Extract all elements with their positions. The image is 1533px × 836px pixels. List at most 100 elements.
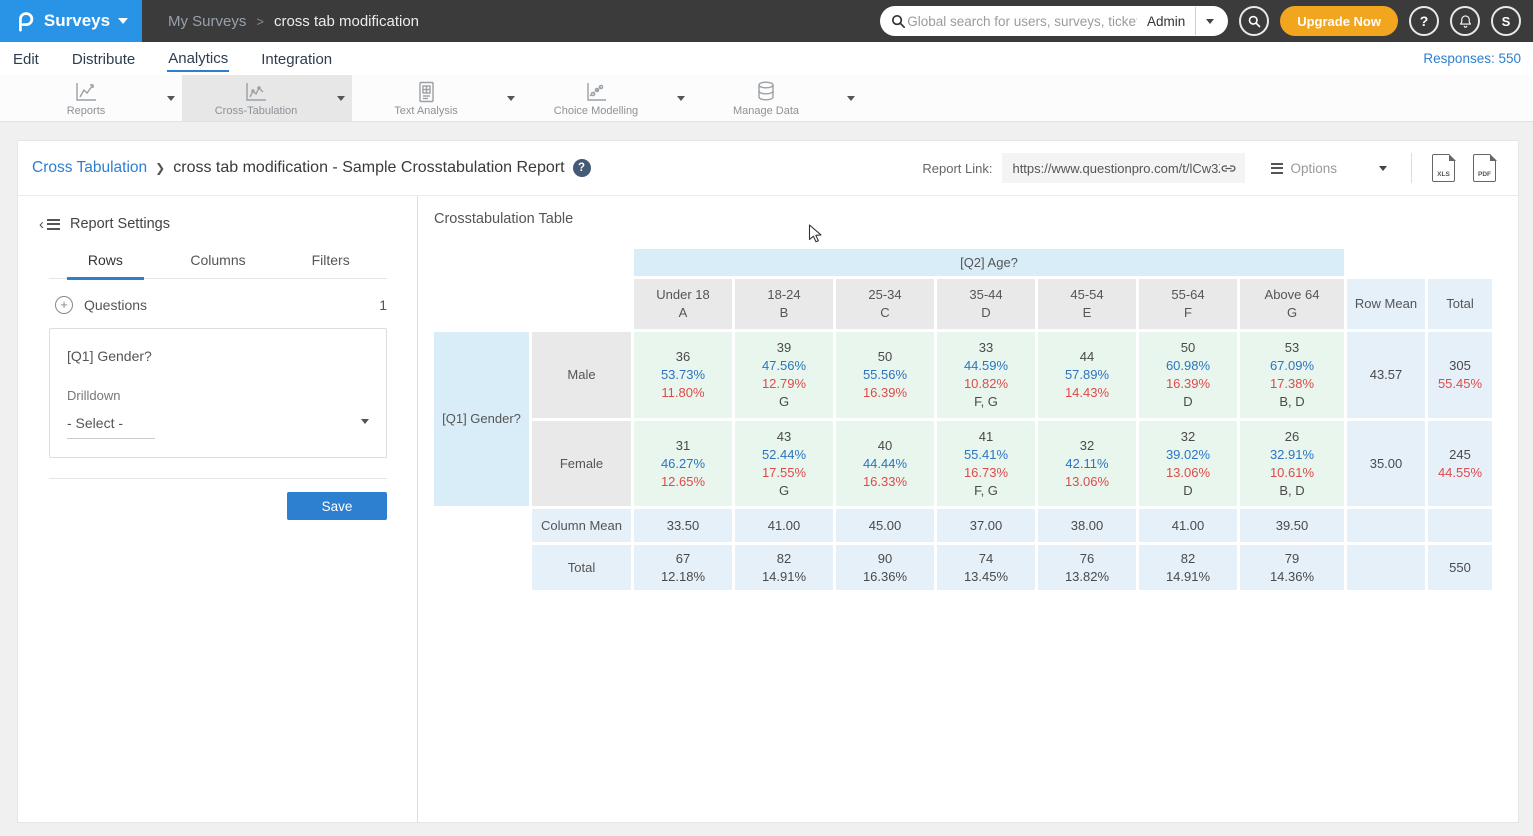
report-help-icon[interactable]: ?	[573, 159, 591, 177]
tab-columns[interactable]: Columns	[162, 252, 275, 278]
tab-manage-data[interactable]: Manage Data	[692, 75, 840, 121]
column-mean-row: Column Mean 33.50 41.00 45.00 37.00 38.0…	[434, 509, 1492, 542]
tab-choice-modelling-caret[interactable]	[670, 75, 692, 121]
tab-text-analysis[interactable]: Text Analysis	[352, 75, 500, 121]
row-total-cell: 24544.55%	[1428, 421, 1492, 506]
chevron-down-icon	[1379, 166, 1387, 171]
column-header: 25-34C	[836, 279, 934, 329]
cell-col-pct: 46.27%	[661, 455, 705, 473]
report-link-input[interactable]	[1012, 161, 1220, 176]
drilldown-select[interactable]: - Select -	[67, 415, 369, 439]
tab-reports-caret[interactable]	[160, 75, 182, 121]
document-icon	[413, 80, 439, 104]
column-mean-cell: 39.50	[1240, 509, 1344, 542]
help-button[interactable]: ?	[1409, 6, 1439, 36]
database-icon	[753, 80, 779, 104]
total-row-label: Total	[532, 545, 631, 590]
crosstab-area: Crosstabulation Table [Q2] Age? U	[418, 196, 1518, 822]
column-header-row: Under 18A 18-24B 25-34C 35-44D 45-54E 55…	[434, 279, 1492, 329]
tab-rows[interactable]: Rows	[49, 252, 162, 278]
column-label: 55-64	[1171, 286, 1204, 304]
column-label: Above 64	[1265, 286, 1320, 304]
total-pct: 14.36%	[1270, 568, 1314, 586]
column-mean-cell: 37.00	[937, 509, 1035, 542]
cell-row-pct: 14.43%	[1065, 384, 1109, 402]
link-icon[interactable]	[1220, 160, 1237, 177]
column-group-header: [Q2] Age?	[634, 249, 1344, 276]
save-button[interactable]: Save	[287, 492, 387, 520]
global-search-input[interactable]	[907, 14, 1137, 29]
cross-tabulation-link[interactable]: Cross Tabulation	[32, 159, 147, 177]
bell-icon	[1458, 14, 1473, 29]
data-cell: 4044.44%16.33%	[836, 421, 934, 506]
line-chart-icon	[243, 80, 269, 104]
cell-col-pct: 67.09%	[1270, 357, 1314, 375]
data-cell: 2632.91%10.61%B, D	[1240, 421, 1344, 506]
upgrade-now-button[interactable]: Upgrade Now	[1280, 6, 1398, 36]
export-xls-button[interactable]: XLS	[1432, 154, 1455, 182]
total-cell: 8214.91%	[1139, 545, 1237, 590]
cell-count: 33	[979, 339, 993, 357]
tab-reports[interactable]: Reports	[12, 75, 160, 121]
total-pct: 55.45%	[1438, 375, 1482, 393]
tab-label: Cross-Tabulation	[215, 105, 298, 117]
nav-analytics[interactable]: Analytics	[167, 45, 229, 72]
nav-integration[interactable]: Integration	[260, 46, 333, 71]
cell-count: 43	[777, 428, 791, 446]
collapse-panel-icon[interactable]: ‹	[39, 217, 60, 232]
column-letter: D	[981, 304, 990, 322]
cell-col-pct: 53.73%	[661, 366, 705, 384]
global-search[interactable]: Admin	[880, 6, 1228, 36]
column-header: Above 64G	[1240, 279, 1344, 329]
total-pct: 14.91%	[1166, 568, 1210, 586]
cell-significance: D	[1183, 393, 1192, 411]
chevron-down-icon	[507, 96, 515, 101]
tab-manage-data-caret[interactable]	[840, 75, 862, 121]
column-label: 25-34	[868, 286, 901, 304]
breadcrumb-my-surveys[interactable]: My Surveys	[168, 13, 246, 30]
total-cell: 9016.36%	[836, 545, 934, 590]
options-menu[interactable]: Options	[1271, 161, 1387, 176]
column-header: 55-64F	[1139, 279, 1237, 329]
cell-significance: G	[779, 393, 789, 411]
product-name: Surveys	[44, 11, 110, 31]
product-switcher[interactable]: Surveys	[0, 0, 142, 42]
total-header: Total	[1428, 279, 1492, 329]
report-card: Cross Tabulation ❯ cross tab modificatio…	[17, 140, 1519, 823]
nav-distribute[interactable]: Distribute	[71, 46, 136, 71]
search-scope-caret[interactable]	[1196, 19, 1224, 24]
tab-choice-modelling[interactable]: Choice Modelling	[522, 75, 670, 121]
user-avatar[interactable]: S	[1491, 6, 1521, 36]
cell-significance: G	[779, 482, 789, 500]
tab-text-analysis-caret[interactable]	[500, 75, 522, 121]
cell-significance: B, D	[1279, 482, 1304, 500]
data-cell: 5367.09%17.38%B, D	[1240, 332, 1344, 418]
cell-count: 53	[1285, 339, 1299, 357]
column-mean-cell: 33.50	[634, 509, 732, 542]
search-scope-selector[interactable]: Admin	[1137, 14, 1195, 29]
search-button[interactable]	[1239, 6, 1269, 36]
report-header: Cross Tabulation ❯ cross tab modificatio…	[18, 141, 1518, 196]
notifications-button[interactable]	[1450, 6, 1480, 36]
export-pdf-button[interactable]: PDF	[1473, 154, 1496, 182]
column-letter: B	[780, 304, 789, 322]
drilldown-value: - Select -	[67, 415, 155, 439]
tab-filters[interactable]: Filters	[274, 252, 387, 278]
cell-significance: D	[1183, 482, 1192, 500]
tab-cross-tabulation[interactable]: Cross-Tabulation	[182, 75, 330, 121]
data-cell: 3344.59%10.82%F, G	[937, 332, 1035, 418]
add-question-icon[interactable]: +	[55, 296, 73, 314]
data-cell: 3653.73%11.80%	[634, 332, 732, 418]
table-row-female: Female 3146.27%12.65% 4352.44%17.55%G 40…	[434, 421, 1492, 506]
tab-cross-tabulation-caret[interactable]	[330, 75, 352, 121]
chevron-down-icon	[167, 96, 175, 101]
total-cell: 6712.18%	[634, 545, 732, 590]
nav-edit[interactable]: Edit	[12, 46, 40, 71]
data-cell: 3947.56%12.79%G	[735, 332, 833, 418]
settings-tabs: Rows Columns Filters	[49, 252, 387, 279]
total-count: 74	[979, 550, 993, 568]
scatter-chart-icon	[583, 80, 609, 104]
cell-count: 44	[1080, 348, 1094, 366]
cell-count: 50	[1181, 339, 1195, 357]
total-cell: 7613.82%	[1038, 545, 1136, 590]
